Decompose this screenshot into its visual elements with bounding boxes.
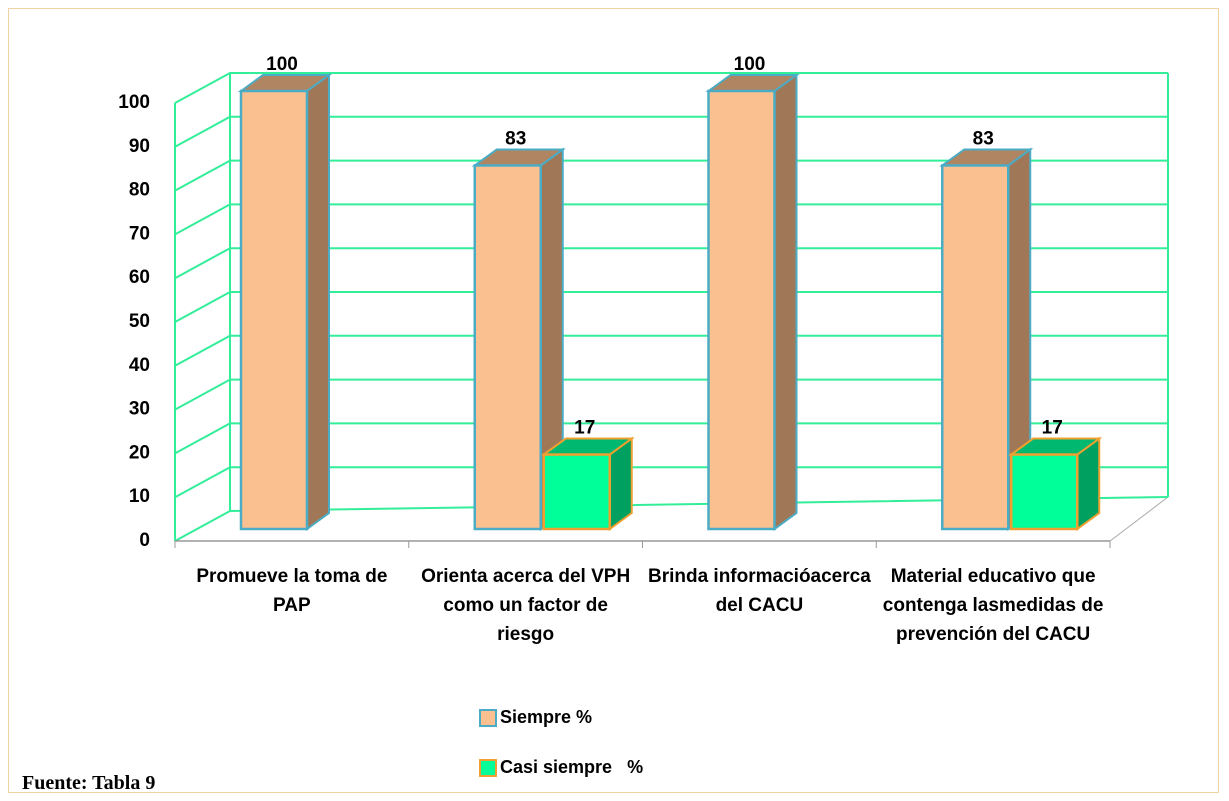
x-tick-label: Promueve la toma de PAP	[196, 566, 388, 616]
grid-line	[174, 159, 1168, 192]
data-label: 83	[505, 128, 526, 149]
bar	[941, 164, 1010, 531]
data-label: 83	[973, 128, 994, 149]
grid-line	[174, 422, 1168, 455]
y-tick-label: 40	[129, 355, 150, 376]
data-label: 17	[1042, 418, 1063, 439]
grid-line	[174, 72, 1168, 104]
grid-line	[174, 291, 1168, 323]
legend-swatch	[479, 759, 497, 777]
data-label: 100	[266, 54, 298, 75]
bar	[473, 164, 542, 531]
bar	[1010, 453, 1079, 531]
data-label: 17	[574, 418, 595, 439]
y-tick-label: 80	[129, 180, 150, 201]
x-tick-label: Material educativo que contenga lasmedid…	[882, 566, 1104, 645]
y-tick-label: 70	[129, 223, 150, 244]
x-tick-label: Brinda informacióacerca del CACU	[647, 566, 871, 616]
legend-label: Casi siempre %	[500, 757, 643, 777]
grid-line	[174, 115, 1168, 148]
legend-swatch	[479, 709, 497, 727]
y-tick-label: 10	[129, 486, 150, 507]
grid-line	[174, 247, 1168, 280]
bar-side	[773, 73, 798, 531]
data-label: 100	[734, 54, 766, 75]
y-tick-label: 90	[129, 136, 150, 157]
y-tick-label: 60	[129, 267, 150, 288]
grid-line	[174, 334, 1168, 367]
legend-label: Siempre %	[500, 707, 592, 727]
grid-line	[174, 203, 1168, 236]
grid-line	[174, 466, 1168, 499]
y-tick-label: 0	[139, 530, 150, 551]
frame	[8, 8, 1219, 793]
bar	[707, 89, 776, 531]
bar	[542, 453, 611, 531]
y-tick-label: 50	[129, 311, 150, 332]
source: Fuente: Tabla 9	[22, 772, 156, 794]
grid-line	[174, 496, 1169, 542]
bar	[239, 89, 309, 531]
y-tick-label: 20	[129, 442, 150, 463]
x-tick-label: Orienta acerca del VPH como un factor de…	[421, 566, 631, 645]
bar-side	[306, 73, 330, 531]
grid-line	[174, 378, 1168, 411]
y-tick-label: 30	[129, 399, 150, 420]
y-tick-label: 100	[118, 92, 150, 113]
